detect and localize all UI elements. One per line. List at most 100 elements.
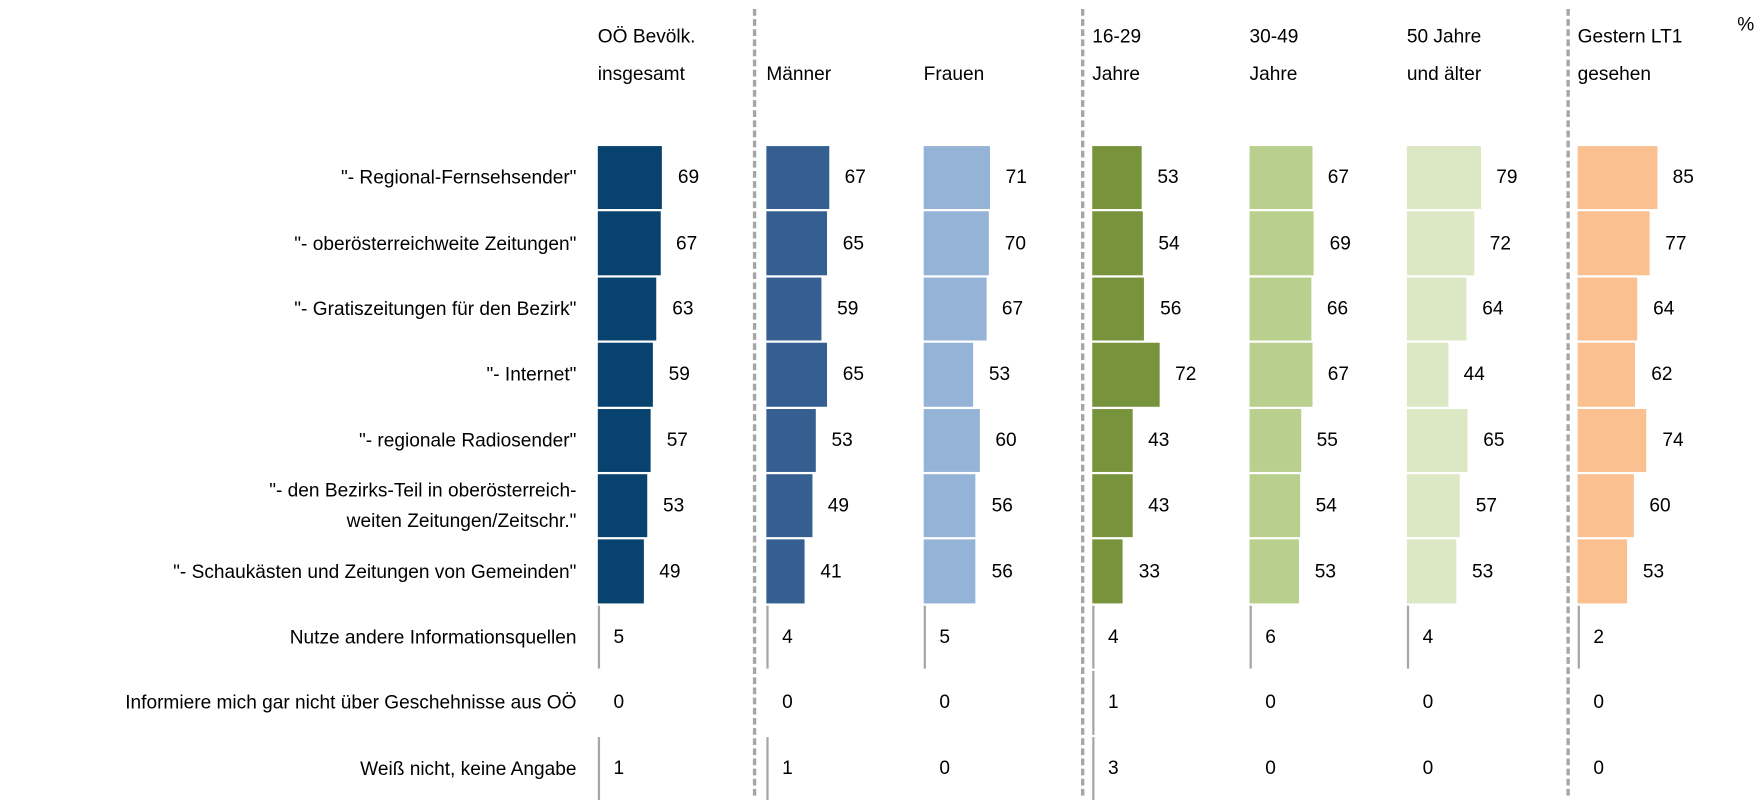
bar xyxy=(923,408,980,472)
value-label: 0 xyxy=(1422,757,1434,779)
bar xyxy=(1577,408,1647,472)
bar xyxy=(597,342,653,407)
legend-label: Männer xyxy=(766,62,832,85)
value-label: 49 xyxy=(659,560,681,582)
legend-label: 16-29 Jahre xyxy=(1092,25,1142,85)
bar xyxy=(1092,408,1133,472)
value-label: 64 xyxy=(1653,297,1675,320)
value-label: 69 xyxy=(1329,232,1351,254)
value-label: 0 xyxy=(782,691,793,713)
value-label: 1 xyxy=(782,757,793,779)
separator xyxy=(1080,8,1085,796)
value-label: 53 xyxy=(1642,560,1665,582)
value-label: 43 xyxy=(1148,429,1170,451)
separator xyxy=(752,8,757,796)
bar xyxy=(923,277,987,341)
bar xyxy=(1092,211,1143,276)
bar xyxy=(766,736,769,800)
value-label: 56 xyxy=(991,494,1013,516)
bar xyxy=(1577,342,1636,407)
value-label: 44 xyxy=(1463,363,1485,385)
value-label: 54 xyxy=(1158,232,1180,254)
bar xyxy=(1092,736,1095,800)
bar xyxy=(766,342,827,407)
bar xyxy=(1249,277,1312,341)
separator xyxy=(1566,8,1570,796)
value-label: 64 xyxy=(1482,297,1504,320)
bar xyxy=(1092,474,1133,538)
value-label: 0 xyxy=(1593,757,1605,779)
row-label: "- den Bezirks-Teil in oberösterreich- w… xyxy=(269,480,577,532)
value-label: 1 xyxy=(1107,691,1119,713)
bar xyxy=(923,605,926,669)
bar xyxy=(1249,211,1314,276)
bar xyxy=(923,342,974,407)
bar xyxy=(1092,342,1160,407)
row-label: "- Regional-Fernsehsender" xyxy=(340,167,577,189)
value-label: 54 xyxy=(1315,494,1337,516)
bar xyxy=(597,605,601,669)
bar xyxy=(1406,342,1448,407)
value-label: 0 xyxy=(1593,691,1605,713)
value-label: 53 xyxy=(988,363,1011,385)
bar xyxy=(1577,474,1634,538)
value-label: 0 xyxy=(939,691,951,713)
bar xyxy=(1092,277,1145,341)
bar xyxy=(1406,474,1461,538)
value-label: 4 xyxy=(1107,625,1119,648)
value-label: 67 xyxy=(1001,297,1024,320)
value-label: 0 xyxy=(1265,691,1276,713)
bar xyxy=(1249,474,1300,538)
bar xyxy=(766,211,827,276)
value-label: 53 xyxy=(1472,560,1494,582)
bar xyxy=(766,474,813,538)
bar xyxy=(766,277,822,341)
bar xyxy=(1249,342,1313,407)
bar xyxy=(1577,539,1628,604)
bar xyxy=(1577,277,1638,341)
legend-label: Frauen xyxy=(923,62,985,85)
value-label: 66 xyxy=(1326,297,1349,320)
value-label: 0 xyxy=(939,757,951,779)
value-label: 74 xyxy=(1662,429,1684,451)
value-label: 53 xyxy=(1157,166,1179,188)
value-label: 5 xyxy=(939,625,951,648)
row-label: Weiß nicht, keine Angabe xyxy=(360,757,577,780)
bar xyxy=(597,474,648,538)
bar xyxy=(766,146,829,210)
value-label: 1 xyxy=(613,757,625,779)
value-label: 60 xyxy=(1649,494,1671,516)
value-label: 79 xyxy=(1496,166,1518,188)
value-label: 3 xyxy=(1107,757,1119,779)
value-label: 0 xyxy=(613,691,625,713)
value-label: 59 xyxy=(837,297,859,320)
row-label: "- regionale Radiosender" xyxy=(358,429,577,451)
value-label: 59 xyxy=(668,363,690,385)
value-label: 4 xyxy=(782,625,793,648)
bar xyxy=(1249,408,1301,472)
value-label: 67 xyxy=(676,232,698,254)
bar xyxy=(597,277,657,341)
value-label: 41 xyxy=(820,560,842,582)
bar xyxy=(597,408,651,472)
bar xyxy=(1577,146,1657,210)
unit-label: % xyxy=(1737,13,1755,35)
value-label: 56 xyxy=(991,560,1013,582)
bar xyxy=(1406,146,1481,210)
value-label: 53 xyxy=(831,429,853,451)
value-label: 67 xyxy=(844,166,866,188)
bar xyxy=(1406,539,1457,604)
value-label: 56 xyxy=(1160,297,1182,320)
row-label: "- oberösterreichweite Zeitungen" xyxy=(294,232,577,255)
value-label: 0 xyxy=(1422,691,1434,713)
value-label: 53 xyxy=(1314,560,1336,582)
row-label: Informiere mich gar nicht über Geschehni… xyxy=(125,692,577,714)
bar xyxy=(766,539,805,604)
value-label: 72 xyxy=(1175,363,1197,385)
legend-label: 30-49 Jahre xyxy=(1249,25,1299,85)
value-label: 65 xyxy=(1483,429,1505,451)
value-label: 63 xyxy=(672,297,694,320)
bar xyxy=(923,474,976,538)
row-label: "- Gratiszeitungen für den Bezirk" xyxy=(294,298,577,320)
